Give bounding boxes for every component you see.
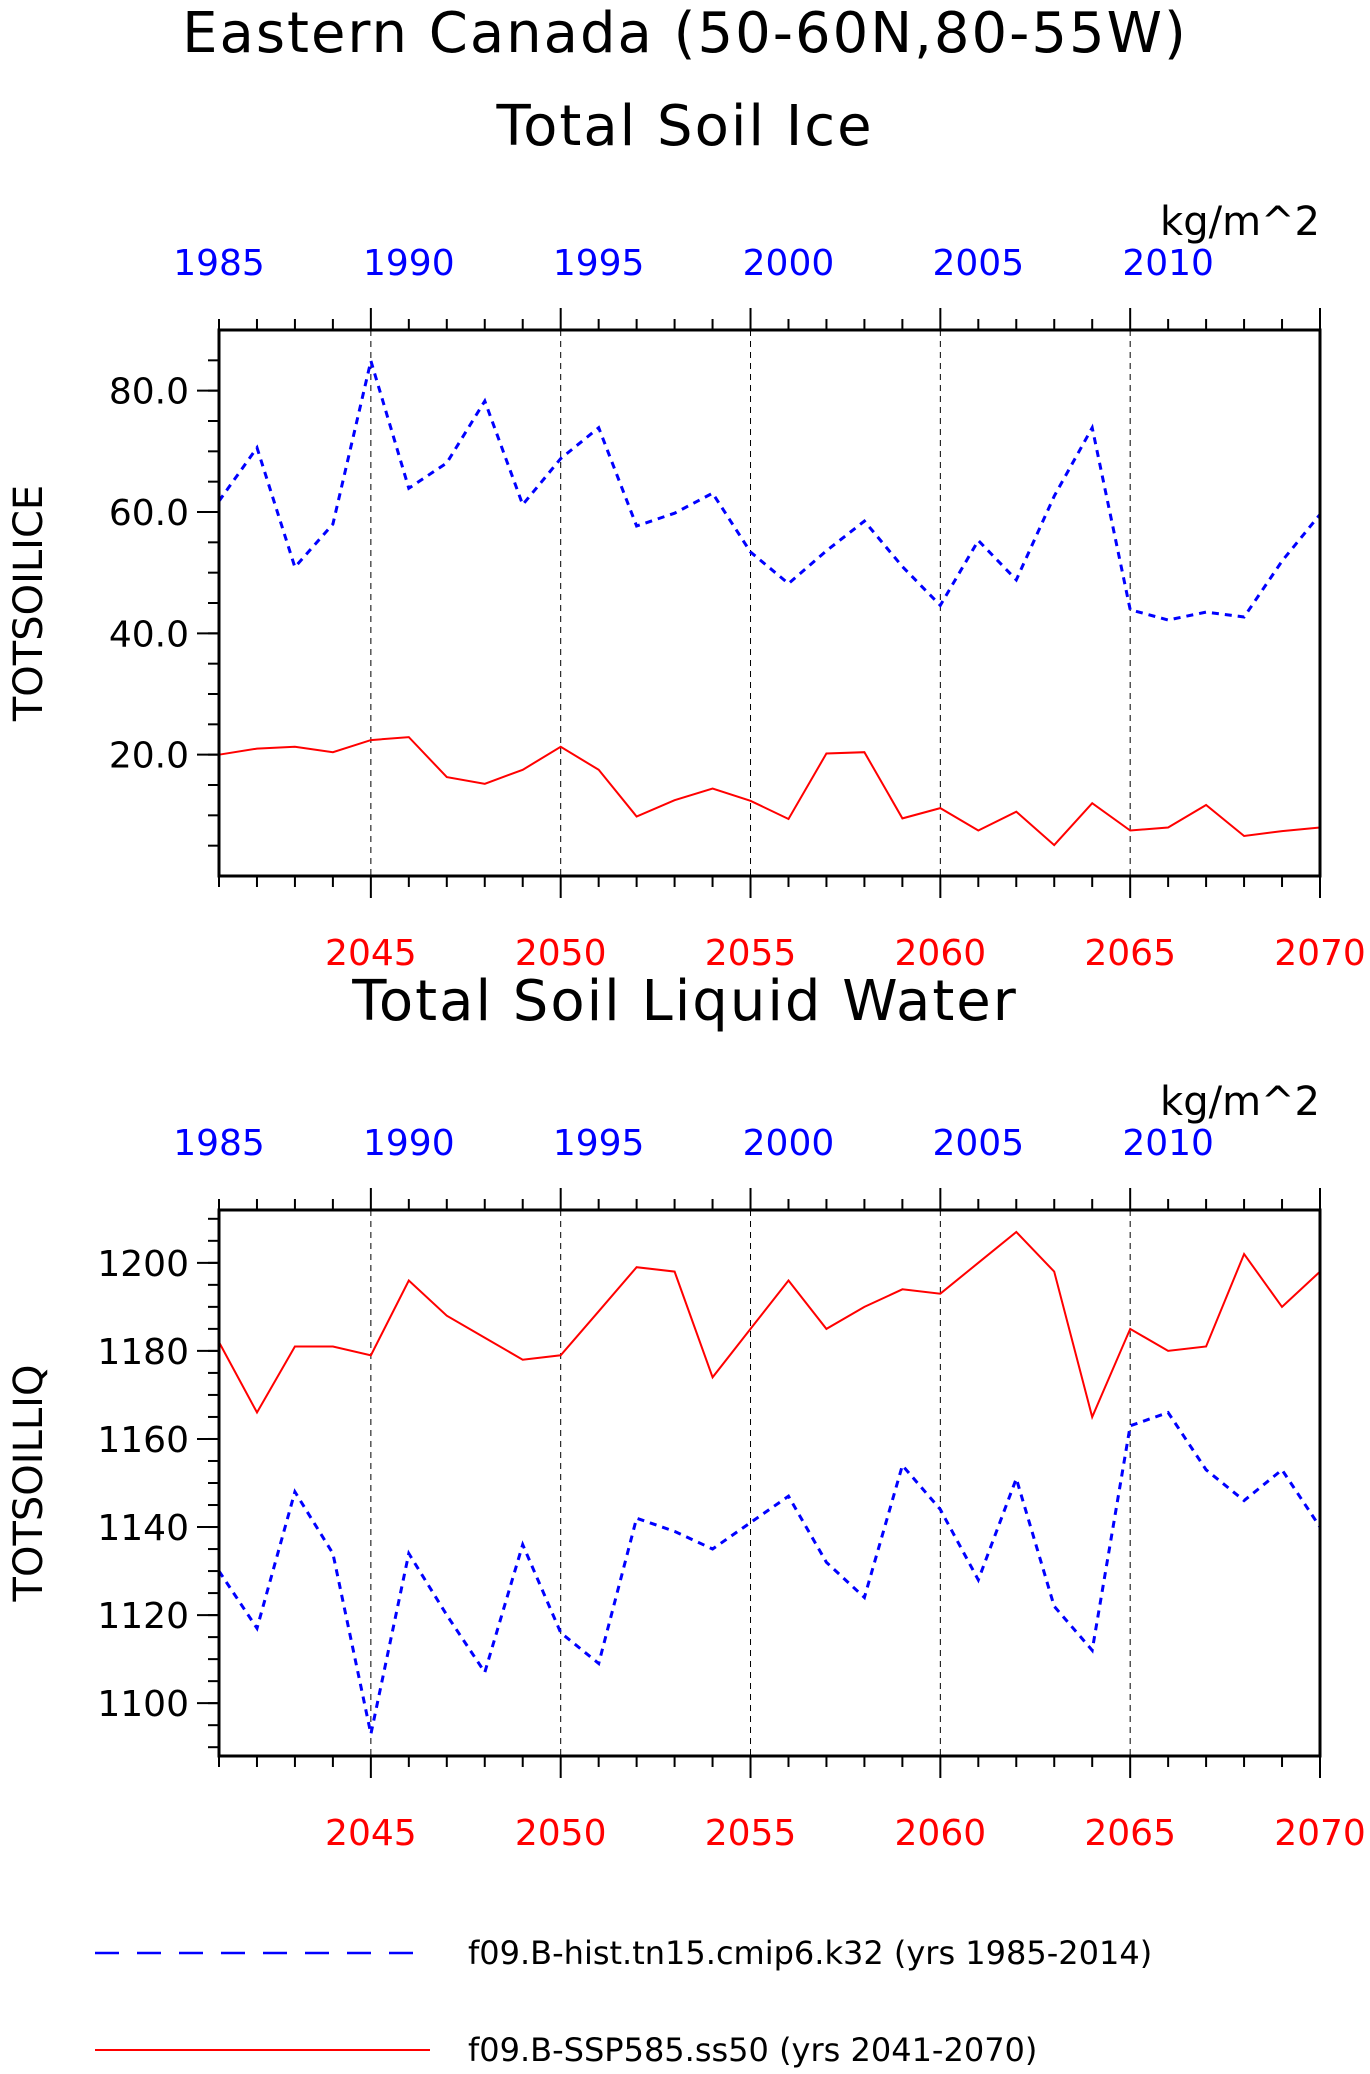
- x-top-tick-label: 1985: [173, 243, 265, 284]
- series-line-hist: [217, 355, 1322, 622]
- series-line-hist: [217, 1410, 1322, 1735]
- series-line-ssp585: [218, 1230, 1321, 1421]
- x-top-tick-label: 2005: [932, 243, 1024, 284]
- x-bottom-tick-label: 2070: [1274, 1813, 1366, 1854]
- panel-title: Total Soil Ice: [495, 94, 873, 159]
- x-top-tick-label: 1985: [173, 1123, 265, 1164]
- plot-frame: [217, 1208, 1322, 1758]
- units-label: kg/m^2: [1160, 1079, 1320, 1125]
- x-top-tick-label: 1995: [553, 1123, 645, 1164]
- legend: f09.B-hist.tn15.cmip6.k32 (yrs 1985-2014…: [95, 1934, 1152, 2069]
- x-bottom-tick-label: 2060: [895, 1813, 987, 1854]
- soil-liquid-panel: Total Soil Liquid Water kg/m^2 TOTSOILLIQ 1…: [6, 969, 1366, 1854]
- x-bottom-tick-label: 2050: [515, 1813, 607, 1854]
- x-bottom-tick-label: 2065: [1084, 933, 1176, 974]
- y-tick-label: 1180: [97, 1332, 189, 1373]
- plot-frame: [217, 328, 1322, 878]
- legend-label-hist: f09.B-hist.tn15.cmip6.k32 (yrs 1985-2014…: [468, 1934, 1152, 1972]
- figure-title: Eastern Canada (50-60N,80-55W): [182, 1, 1188, 66]
- x-top-tick-label: 2010: [1122, 243, 1214, 284]
- x-bottom-tick-label: 2070: [1274, 933, 1366, 974]
- y-axis-label: TOTSOILLIQ: [6, 1365, 52, 1603]
- x-bottom-tick-label: 2055: [705, 933, 797, 974]
- legend-label-ssp585: f09.B-SSP585.ss50 (yrs 2041-2070): [468, 2031, 1037, 2069]
- x-bottom-tick-label: 2045: [325, 1813, 417, 1854]
- x-top-tick-label: 1990: [363, 243, 455, 284]
- y-tick-label: 20.0: [109, 736, 189, 777]
- panel-title: Total Soil Liquid Water: [351, 969, 1018, 1034]
- y-tick-label: 1100: [97, 1684, 189, 1725]
- y-axis-label: TOTSOILICE: [6, 485, 52, 722]
- x-top-tick-label: 2000: [743, 243, 835, 284]
- y-tick-label: 1120: [97, 1596, 189, 1637]
- y-tick-label: 80.0: [109, 372, 189, 413]
- x-bottom-tick-label: 2060: [895, 933, 987, 974]
- series-line-ssp585: [218, 736, 1321, 847]
- x-top-tick-label: 2000: [743, 1123, 835, 1164]
- x-top-tick-label: 2010: [1122, 1123, 1214, 1164]
- y-tick-label: 1200: [97, 1244, 189, 1285]
- y-tick-label: 1160: [97, 1420, 189, 1461]
- x-top-tick-label: 2005: [932, 1123, 1024, 1164]
- units-label: kg/m^2: [1160, 199, 1320, 245]
- x-bottom-tick-label: 2055: [705, 1813, 797, 1854]
- y-tick-label: 1140: [97, 1508, 189, 1549]
- y-tick-label: 40.0: [109, 614, 189, 655]
- y-tick-label: 60.0: [109, 493, 189, 534]
- x-top-tick-label: 1990: [363, 1123, 455, 1164]
- soil-ice-panel: Total Soil Ice kg/m^2 TOTSOILICE 20.0 40.0 60…: [6, 94, 1366, 974]
- x-top-tick-label: 1995: [553, 243, 645, 284]
- x-bottom-tick-label: 2050: [515, 933, 607, 974]
- x-bottom-tick-label: 2045: [325, 933, 417, 974]
- x-bottom-tick-label: 2065: [1084, 1813, 1176, 1854]
